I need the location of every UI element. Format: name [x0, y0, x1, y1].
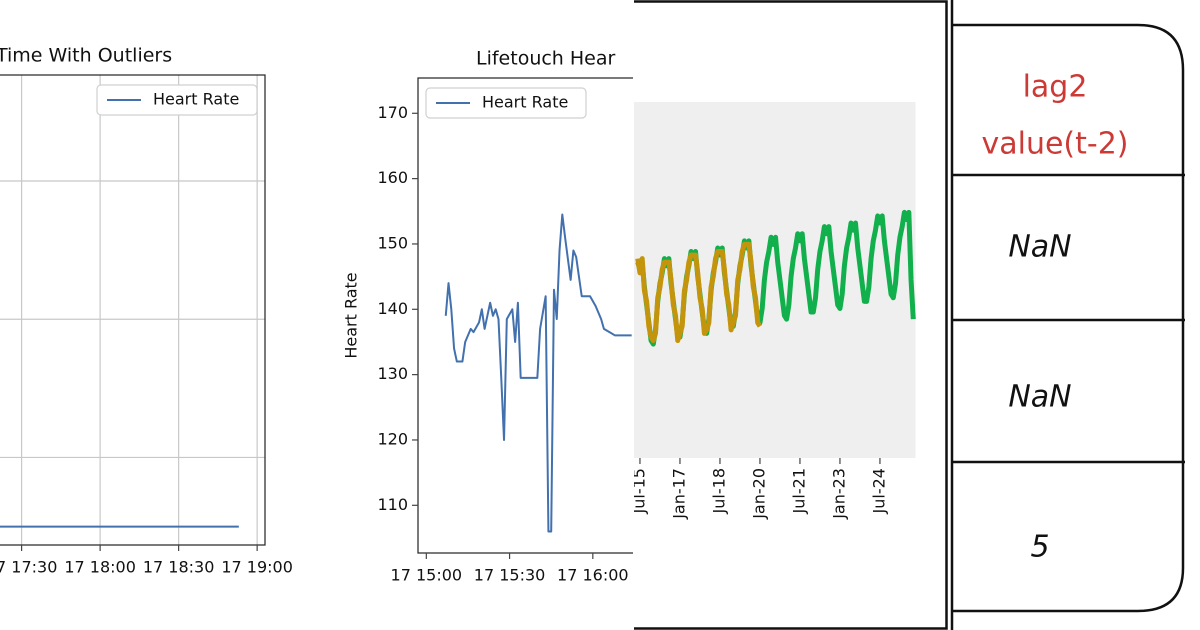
- y-tick-label: 170: [377, 103, 408, 122]
- panel-chart-2: 17 15:00 17 15:30 17 16:00 110 120 130 140 150 1…: [342, 48, 633, 585]
- x-tick-label: Jul-18: [709, 468, 728, 514]
- y-tick-label: 150: [377, 233, 408, 252]
- x-tick-label: 17 19:00: [221, 558, 293, 577]
- column-header: lag2: [1023, 70, 1088, 105]
- y-tick-label: 130: [377, 364, 408, 383]
- x-tick-label: 17 15:00: [391, 566, 463, 585]
- table-outline: [952, 23, 1185, 613]
- axes-frame: [0, 74, 266, 546]
- table: lag2 value(t-2) NaN NaN 5: [950, 0, 1185, 630]
- y-tick-label: 110: [377, 495, 408, 514]
- x-tick-label: 17 18:30: [143, 558, 215, 577]
- y-tick-label: 140: [377, 299, 408, 318]
- x-tick-label: Jan-23: [829, 468, 848, 520]
- table-cell: NaN: [1008, 380, 1071, 415]
- legend-label: Heart Rate: [153, 90, 239, 109]
- data-line: [444, 213, 632, 533]
- x-tick-label: Jul-15: [629, 468, 648, 514]
- plot-area: [634, 102, 916, 458]
- chart-title: Time With Outliers: [0, 45, 172, 67]
- data-line: [635, 241, 763, 344]
- x-tick-label: 17 17:30: [0, 558, 57, 577]
- panel-chart-3: Jul-15 Jan-17 Jul-18 Jan-20 Jul-21 Jan-23 Jul-…: [629, 0, 947, 630]
- axes-frame: [417, 77, 633, 554]
- x-tick-label: Jan-17: [669, 468, 688, 520]
- legend-box: [96, 84, 258, 116]
- chart-title: Lifetouch Hear: [476, 48, 616, 70]
- x-tick-label: 17 18:00: [64, 558, 136, 577]
- column-header: value(t-2): [981, 127, 1128, 162]
- panel-chart-1: 17 17:30 17 18:00 17 18:30 17 19:00 Time Wit…: [0, 45, 293, 577]
- x-tick-label: 17 15:30: [474, 566, 546, 585]
- x-tick-label: Jan-20: [749, 468, 768, 520]
- panel-frame: [634, 0, 948, 630]
- legend-label: Heart Rate: [482, 93, 568, 112]
- y-tick-label: 120: [377, 429, 408, 448]
- x-tick-label: 17 16:00: [557, 566, 629, 585]
- legend-box: [425, 87, 587, 119]
- x-tick-label: Jul-24: [869, 468, 888, 514]
- y-axis-label: Heart Rate: [342, 272, 361, 358]
- table-cell: NaN: [1008, 230, 1071, 265]
- x-tick-label: Jul-21: [789, 468, 808, 514]
- table-cell: 5: [1030, 530, 1049, 565]
- y-tick-label: 160: [377, 168, 408, 187]
